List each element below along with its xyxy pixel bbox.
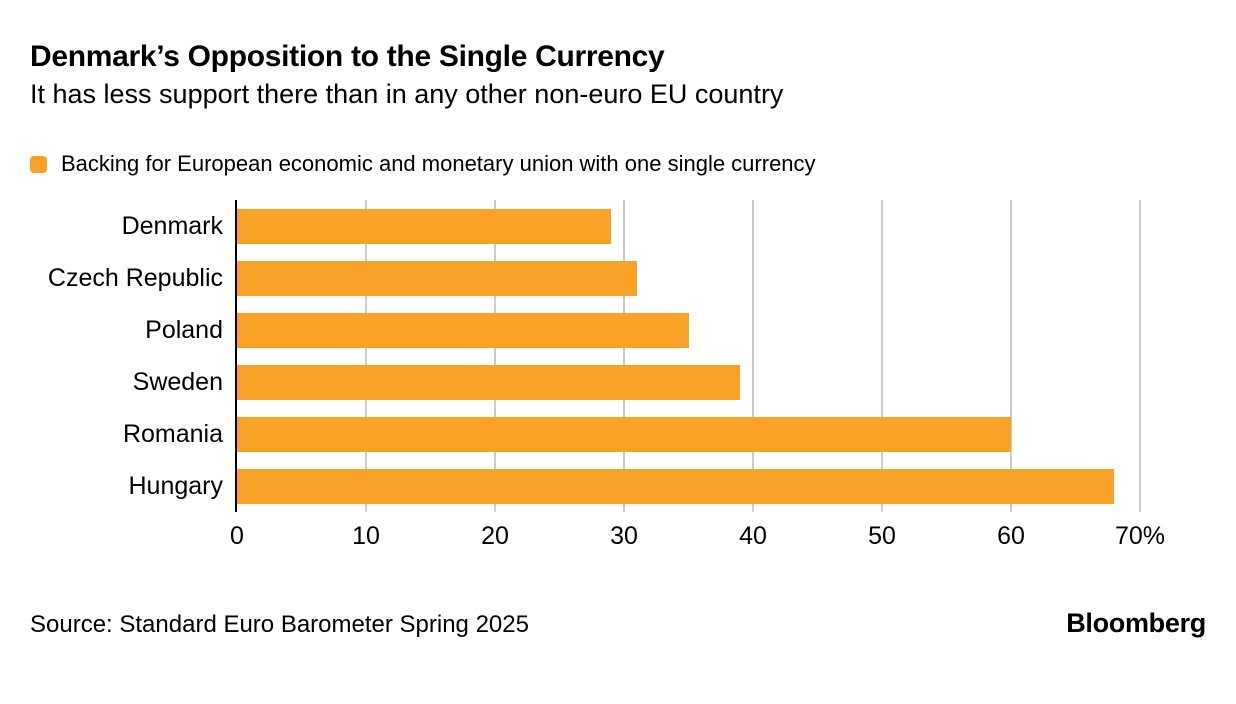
category-label-romania: Romania [122, 419, 223, 448]
bar-denmark [237, 208, 612, 244]
bloomberg-logo: Bloomberg [1066, 608, 1206, 639]
gridline-50 [881, 200, 883, 513]
bar-poland [237, 312, 689, 348]
bar-czech-republic [237, 260, 637, 296]
page: Denmark’s Opposition to the Single Curre… [0, 40, 1236, 704]
x-axis-tick-label: 30 [610, 522, 638, 551]
category-labels: Denmark Czech Republic Poland Sweden Romania… [0, 200, 235, 512]
x-axis-tick-label: 40 [739, 522, 767, 551]
chart-subtitle: It has less support there than in any ot… [30, 78, 784, 109]
category-label-denmark: Denmark [121, 211, 223, 240]
source-note: Source: Standard Euro Barometer Spring 2… [30, 611, 529, 639]
x-axis-tick-label: 70% [1114, 522, 1166, 551]
gridline-30 [623, 200, 625, 513]
bar-row [237, 460, 1140, 512]
category-label-czech-republic: Czech Republic [47, 263, 223, 292]
bar-sweden [237, 364, 741, 400]
legend: Backing for European economic and moneta… [30, 151, 1206, 177]
chart-title: Denmark’s Opposition to the Single Curre… [30, 40, 665, 73]
bar-row [237, 408, 1140, 460]
bar-row [237, 356, 1140, 408]
category-label-hungary: Hungary [128, 471, 224, 500]
category-label-sweden: Sweden [132, 367, 223, 396]
bar-chart: Denmark Czech Republic Poland Sweden Romania… [0, 200, 1236, 556]
bar-row [237, 252, 1140, 304]
x-axis-tick-label: 10 [352, 522, 380, 551]
bar-row [237, 304, 1140, 356]
x-axis-tick-label: 20 [481, 522, 509, 551]
gridline-70 [1139, 200, 1141, 513]
bar-row [237, 200, 1140, 252]
legend-label: Backing for European economic and moneta… [61, 151, 816, 177]
gridline-10 [365, 200, 367, 513]
plot-area [235, 200, 1141, 513]
bar-hungary [237, 468, 1115, 504]
gridline-60 [1010, 200, 1012, 513]
legend-swatch-icon [30, 155, 47, 173]
x-axis-labels: 0 10 20 30 40 50 60 70% [230, 512, 1165, 556]
plot-grid: Denmark Czech Republic Poland Sweden Romania… [0, 200, 1236, 513]
x-axis-tick-label: 50 [868, 522, 896, 551]
footer: Source: Standard Euro Barometer Spring 2… [30, 608, 1206, 639]
gridline-20 [494, 200, 496, 513]
x-axis-tick-label: 60 [997, 522, 1025, 551]
category-label-poland: Poland [145, 315, 223, 344]
bar-romania [237, 416, 1011, 452]
x-axis-tick-label: 0 [230, 522, 244, 551]
gridline-40 [752, 200, 754, 513]
